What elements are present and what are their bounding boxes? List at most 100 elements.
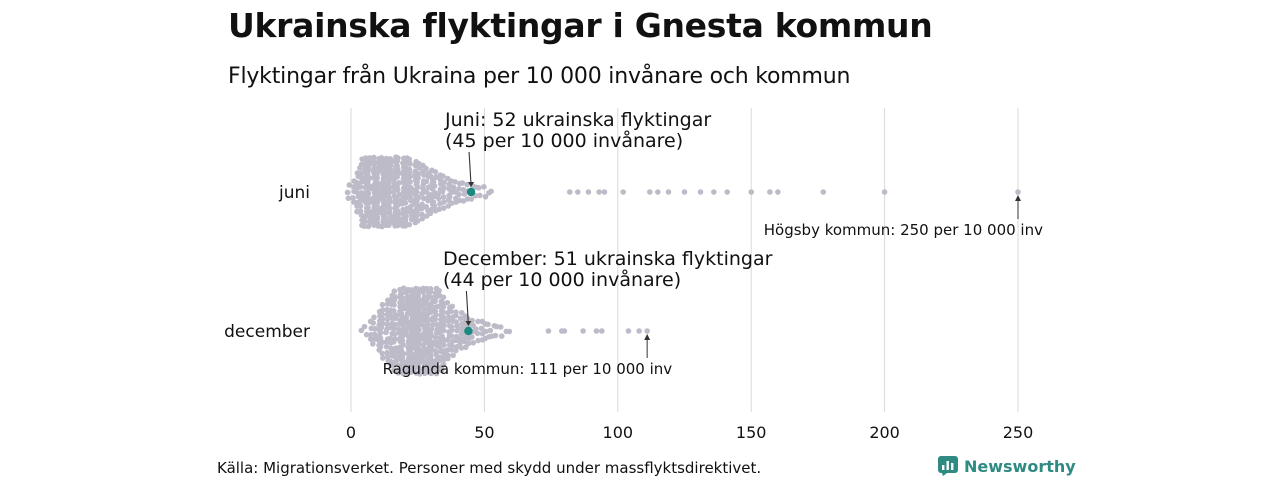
dot xyxy=(450,184,457,191)
dot xyxy=(454,323,461,329)
dot xyxy=(407,179,413,185)
dot xyxy=(420,185,426,192)
dot xyxy=(448,347,455,353)
dot xyxy=(417,366,423,372)
dot-outlier xyxy=(566,189,573,195)
dot xyxy=(345,195,352,202)
dot xyxy=(358,327,365,334)
dot xyxy=(365,168,371,174)
dot xyxy=(391,288,398,294)
dot xyxy=(506,328,513,335)
dot xyxy=(475,318,481,325)
dot xyxy=(394,174,400,180)
dot xyxy=(427,210,434,217)
dot xyxy=(421,172,427,178)
highlight-arrow xyxy=(465,290,469,325)
dot xyxy=(421,370,428,377)
dot xyxy=(383,329,389,336)
dot xyxy=(362,155,369,161)
dot xyxy=(379,350,386,357)
dot xyxy=(381,205,388,212)
dot xyxy=(449,303,456,310)
dot xyxy=(423,165,429,172)
dot xyxy=(415,184,421,190)
dot-outlier xyxy=(647,189,653,195)
dot xyxy=(391,169,397,175)
dot xyxy=(377,344,384,350)
dot xyxy=(391,297,398,303)
dot xyxy=(354,180,361,186)
dot xyxy=(468,196,475,202)
dot xyxy=(457,336,464,342)
dot xyxy=(382,198,388,205)
dot xyxy=(453,337,459,344)
dot xyxy=(367,336,374,342)
dot xyxy=(403,326,410,332)
dot xyxy=(440,194,447,200)
dot xyxy=(407,197,414,204)
dot xyxy=(435,190,442,197)
dot-outlier xyxy=(724,189,730,195)
dot xyxy=(421,306,428,312)
dot xyxy=(374,175,380,182)
dot xyxy=(406,169,413,176)
dot xyxy=(460,186,467,193)
dot xyxy=(431,183,438,189)
dot xyxy=(371,314,377,321)
dot xyxy=(424,325,430,332)
dot-outlier xyxy=(585,189,592,195)
highlight-label-line2: (45 per 10 000 invånare) xyxy=(445,129,683,152)
dot xyxy=(441,342,447,348)
dot xyxy=(454,327,460,334)
dot xyxy=(402,200,409,206)
dot xyxy=(379,355,386,361)
dot-layer xyxy=(344,154,1021,377)
x-tick-label: 50 xyxy=(474,423,494,442)
dot-outlier xyxy=(681,189,688,195)
dot xyxy=(481,184,487,190)
highlight-label-line2: (44 per 10 000 invånare) xyxy=(443,268,681,291)
dot xyxy=(477,192,483,199)
dot xyxy=(357,184,364,190)
dot xyxy=(432,365,439,372)
dot xyxy=(372,325,378,332)
dot xyxy=(441,322,447,329)
dot xyxy=(366,199,372,206)
brand-logo[interactable]: Newsworthy xyxy=(938,456,1076,476)
dot xyxy=(419,215,426,222)
dot xyxy=(432,298,438,305)
dot xyxy=(440,173,446,179)
dot xyxy=(459,309,465,316)
dot xyxy=(433,312,439,318)
dot xyxy=(346,182,353,188)
dot xyxy=(406,221,413,228)
dot xyxy=(427,289,434,295)
max-label: Ragunda kommun: 111 per 10 000 inv xyxy=(383,360,673,378)
dot xyxy=(391,367,397,374)
dot xyxy=(432,169,439,175)
max-arrowhead xyxy=(1015,195,1021,201)
dot xyxy=(395,356,402,362)
dot xyxy=(362,218,368,225)
dot xyxy=(361,223,368,230)
highlight-label-line1: Juni: 52 ukrainska flyktingar xyxy=(444,109,711,131)
highlight-label-line1: December: 51 ukrainska flyktingar xyxy=(443,248,773,270)
dot xyxy=(370,320,377,326)
dot xyxy=(403,289,410,296)
dot xyxy=(428,326,435,333)
dot-outlier xyxy=(1015,189,1021,195)
dot xyxy=(404,209,410,215)
dot xyxy=(431,193,438,200)
dot xyxy=(456,191,462,198)
dot xyxy=(420,289,426,295)
dot xyxy=(449,327,455,333)
dot xyxy=(488,188,494,195)
dot xyxy=(374,182,381,188)
dot xyxy=(386,222,392,229)
dot xyxy=(436,343,443,350)
dot xyxy=(357,203,364,209)
dot-outlier xyxy=(636,328,642,334)
dot xyxy=(450,352,456,359)
dot-outlier xyxy=(665,189,672,195)
dot-outlier xyxy=(625,328,632,334)
